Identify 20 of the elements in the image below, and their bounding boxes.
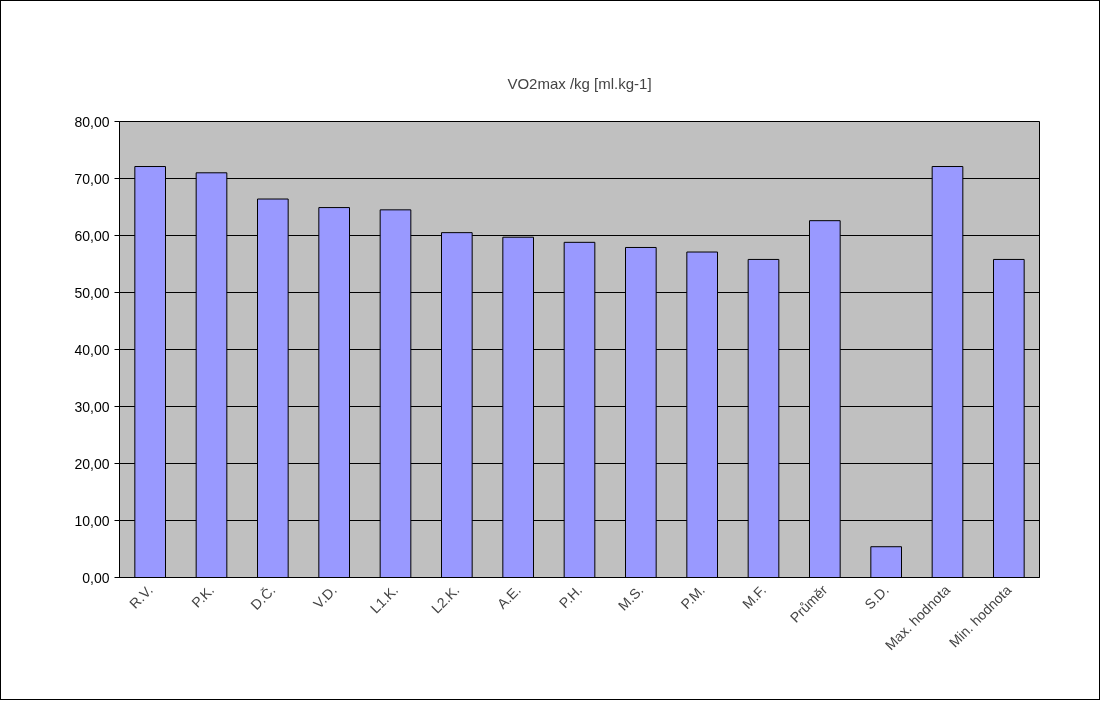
x-tick-label: M.F. [739, 581, 770, 612]
y-tick-label: 50,00 [74, 284, 110, 301]
x-tick-label: S.D. [861, 581, 892, 613]
y-tick-label: 80,00 [74, 113, 110, 130]
y-tick-label: 30,00 [74, 398, 110, 415]
y-tick-label: 0,00 [82, 569, 110, 586]
x-tick-label: D.Č. [247, 581, 279, 613]
y-tick-label: 60,00 [74, 227, 110, 244]
x-tick-label: P.M. [677, 581, 708, 613]
y-tick-label: 70,00 [74, 170, 110, 187]
x-tick-label: P.K. [188, 581, 218, 611]
chart-title: VO2max /kg [ml.kg-1] [507, 74, 652, 92]
y-tick-label: 40,00 [74, 341, 110, 358]
x-tick-label: M.S. [614, 581, 647, 614]
x-tick-label: V.D. [310, 581, 340, 612]
y-tick-label: 20,00 [74, 455, 110, 472]
x-tick-label: A.E. [493, 581, 524, 612]
y-tick-label: 10,00 [74, 512, 110, 529]
x-tick-label: P.H. [555, 581, 586, 612]
x-tick-label: R.V. [126, 581, 156, 612]
